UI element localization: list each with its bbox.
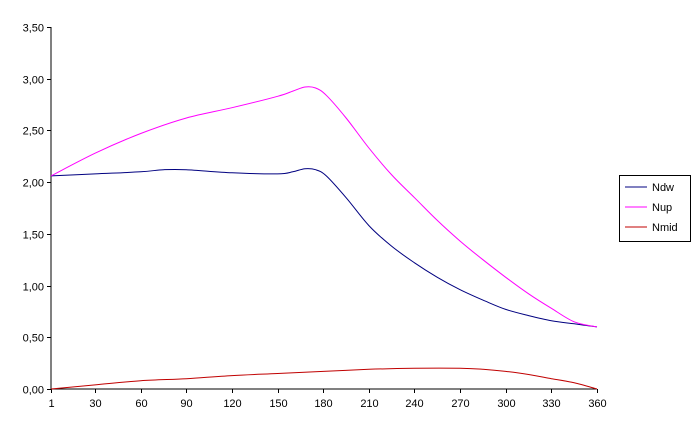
axes: 0,00 0,50 1,00 1,50 2,00 2,50 3,00 3,50 1 30 60 90 1… xyxy=(23,23,607,411)
y-tick-label: 3,50 xyxy=(23,23,44,35)
y-tick-label: 2,00 xyxy=(23,178,44,190)
x-tick-label: 180 xyxy=(314,398,332,410)
legend-label-nmid: Nmid xyxy=(652,222,678,234)
y-tick-label: 0,00 xyxy=(23,385,44,397)
series-line-nup xyxy=(50,86,598,328)
y-tick-label: 2,50 xyxy=(23,126,44,138)
x-tick-label: 30 xyxy=(89,398,101,410)
x-tick-label: 120 xyxy=(223,398,241,410)
x-tick-label: 360 xyxy=(588,398,606,410)
y-tick-label: 0,50 xyxy=(23,333,44,345)
x-tick-label: 300 xyxy=(497,398,515,410)
legend-label-nup: Nup xyxy=(652,202,672,214)
x-tick-label: 90 xyxy=(180,398,192,410)
series-line-ndw xyxy=(50,168,598,328)
x-tick-label: 60 xyxy=(135,398,147,410)
series-lines xyxy=(50,86,598,390)
y-tick-label: 3,00 xyxy=(23,75,44,87)
x-tick-label: 270 xyxy=(451,398,469,410)
legend: Ndw Nup Nmid xyxy=(619,175,691,242)
series-line-nmid xyxy=(50,367,598,390)
y-tick-label: 1,50 xyxy=(23,230,44,242)
y-tick-label: 1,00 xyxy=(23,282,44,294)
x-tick-label: 210 xyxy=(360,398,378,410)
x-tick-label: 150 xyxy=(269,398,287,410)
x-tick-label: 1 xyxy=(48,398,54,410)
x-tick-label: 240 xyxy=(405,398,423,410)
legend-label-ndw: Ndw xyxy=(652,182,674,194)
x-tick-label: 330 xyxy=(542,398,560,410)
